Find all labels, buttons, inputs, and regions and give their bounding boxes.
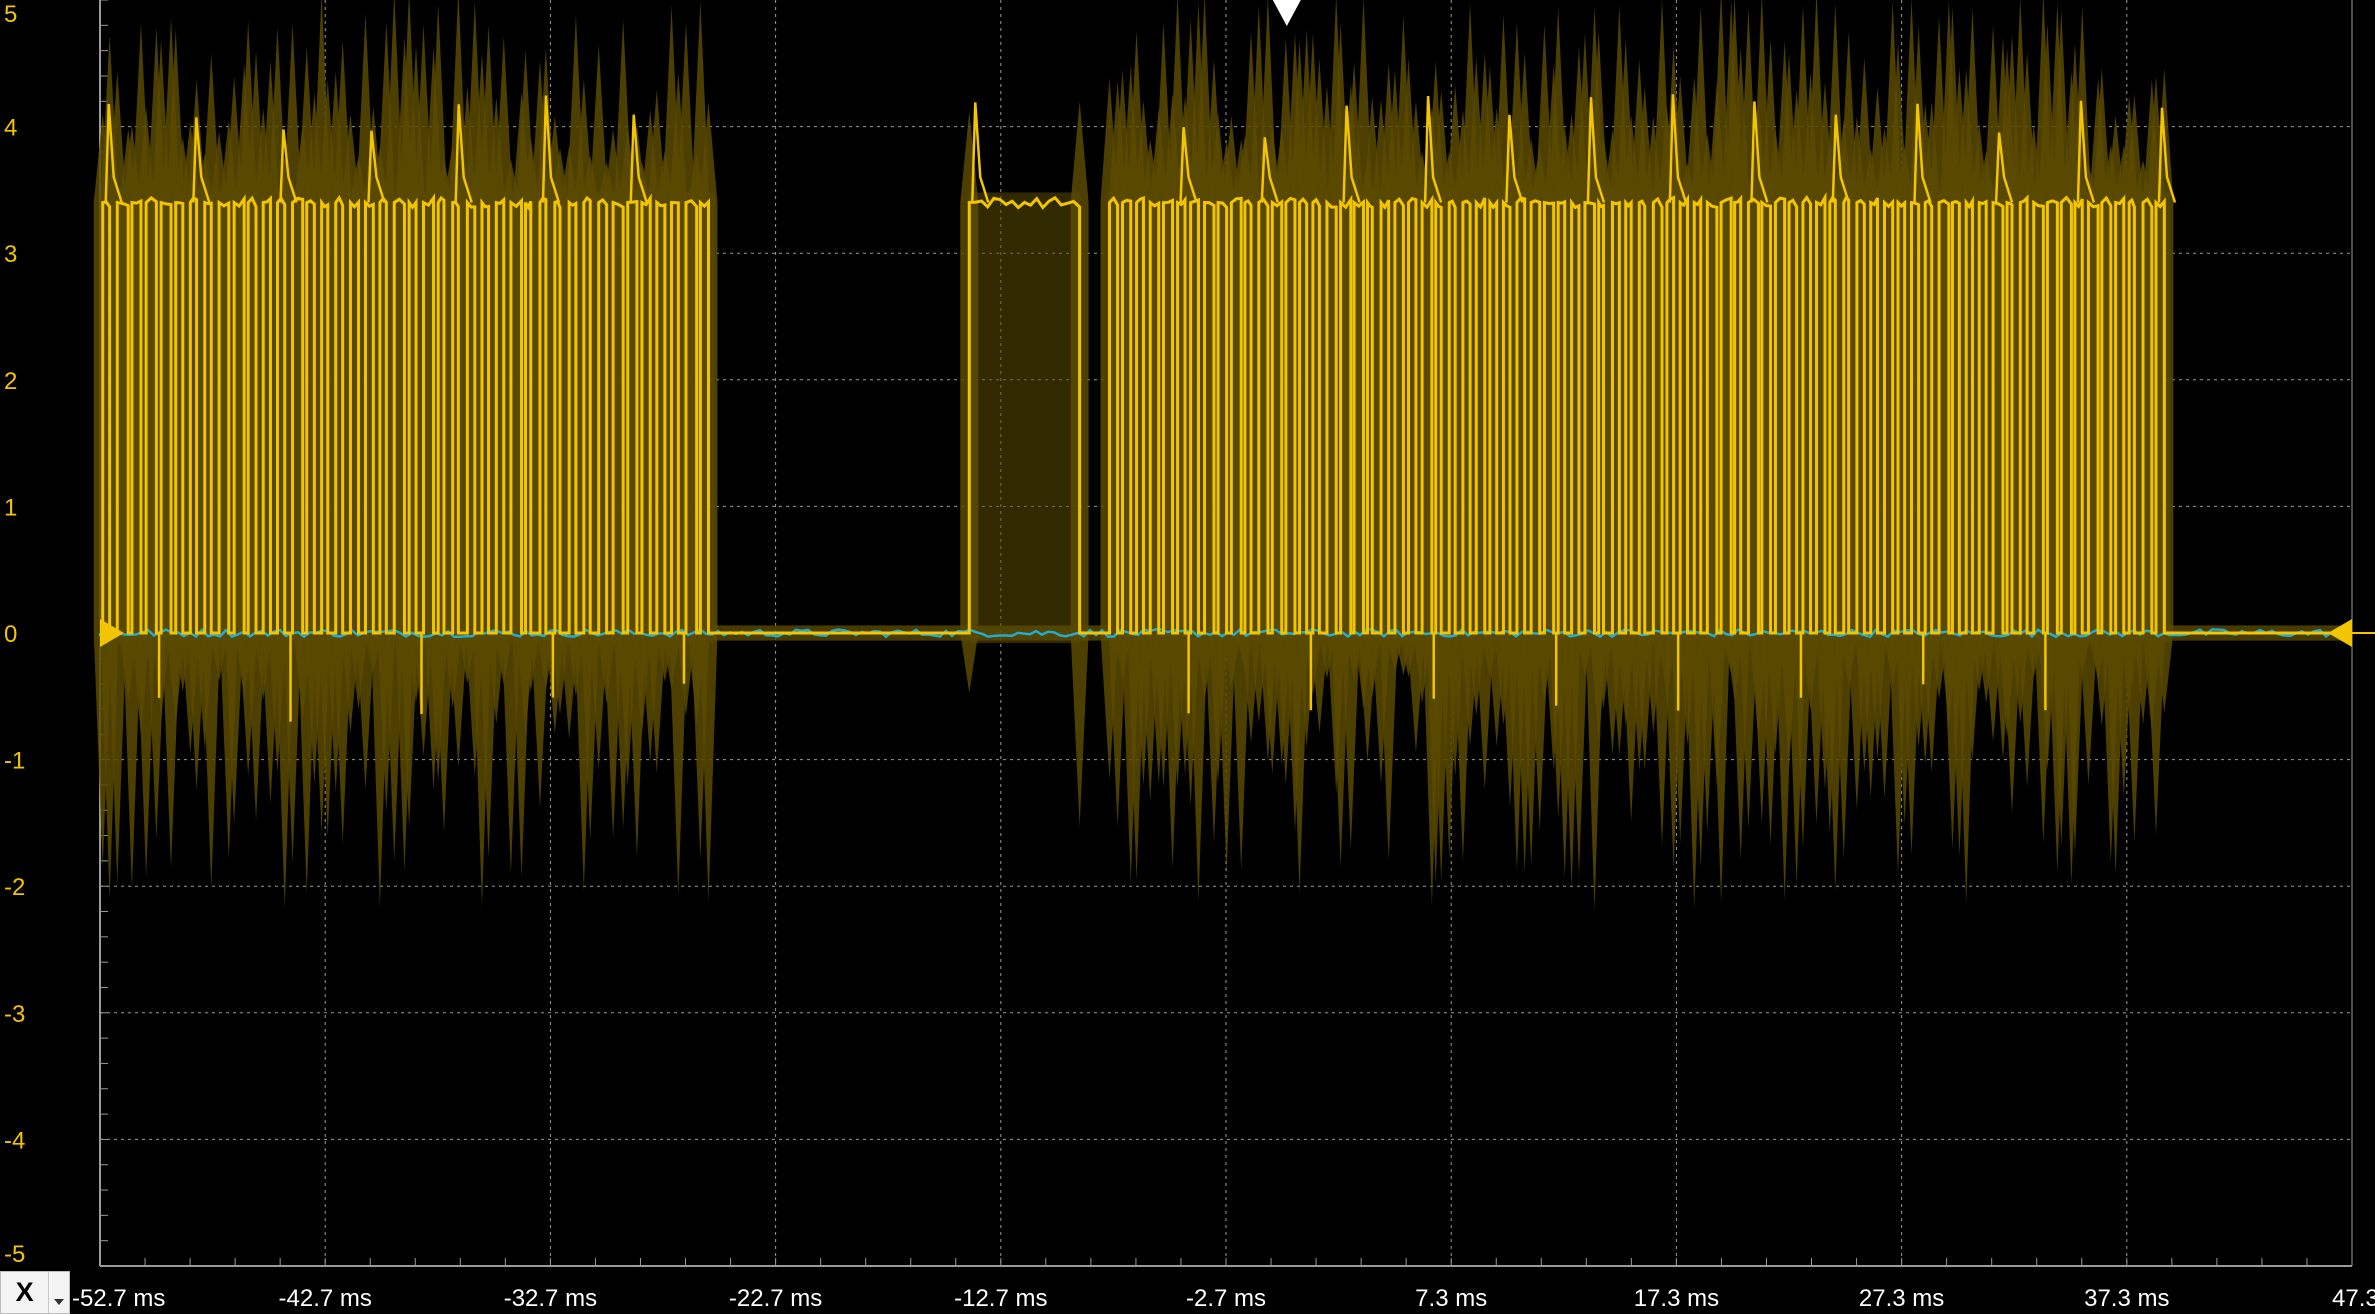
channel-1-overshoot: [1423, 95, 1443, 203]
y-tick-label: -2: [4, 874, 25, 901]
channel-1-overshoot: [104, 104, 123, 203]
y-tick-label: -1: [4, 748, 25, 775]
trigger-position-marker: [1272, 0, 1301, 26]
x-tick-label: 17.3 ms: [1634, 1285, 1719, 1312]
x-axis-button-label: X: [15, 1277, 34, 1307]
channel-1-overshoot: [1831, 114, 1851, 203]
y-tick-label: 1: [4, 494, 17, 521]
x-tick-label: 37.3 ms: [2084, 1285, 2169, 1312]
channel-1-overshoot: [1179, 127, 1198, 203]
channel-1-overshoot: [629, 114, 648, 203]
channel-1-overshoot: [1342, 105, 1361, 203]
x-tick-label: -52.7 ms: [72, 1285, 165, 1312]
channel-1-overshoot: [1750, 101, 1769, 203]
channel-1-overshoot: [1913, 103, 1932, 203]
y-tick-label: 0: [4, 621, 17, 648]
channel-1-overshoot: [971, 102, 990, 203]
channel-1-overshoot: [454, 104, 473, 203]
y-axis-tick-labels: 5 4 3 2 1 0 -1 -2 -3 -4 -5: [4, 1, 25, 1268]
y-tick-label: -4: [4, 1127, 25, 1154]
chevron-down-icon[interactable]: [48, 1272, 69, 1313]
x-tick-label: 7.3 ms: [1415, 1285, 1487, 1312]
envelope-band: [969, 192, 1080, 644]
x-tick-label: 27.3 ms: [1859, 1285, 1944, 1312]
channel-1-trace: [100, 94, 2352, 722]
channel-1-line: [100, 191, 2352, 635]
channel-1-overshoot: [1260, 137, 1279, 203]
x-axis-button[interactable]: X: [0, 1271, 70, 1314]
y-tick-label: -5: [4, 1241, 25, 1268]
y-tick-label: -3: [4, 1001, 25, 1028]
plot-markers: [100, 0, 2375, 647]
y-tick-label: 5: [4, 1, 17, 28]
channel-1-level-marker-left: [100, 619, 124, 647]
channel-1-overshoot: [367, 130, 386, 203]
x-tick-label: -2.7 ms: [1186, 1285, 1266, 1312]
x-tick-label: -42.7 ms: [279, 1285, 372, 1312]
x-tick-label: 47.3 ms: [2332, 1285, 2375, 1312]
channel-1-overshoot: [1505, 114, 1524, 203]
channel-1-overshoot: [541, 95, 561, 203]
channel-1-overshoot: [2157, 107, 2177, 203]
x-tick-label: -12.7 ms: [954, 1285, 1047, 1312]
x-axis-tick-labels: -52.7 ms -42.7 ms -32.7 ms -22.7 ms -12.7 ms…: [72, 1285, 2375, 1312]
y-tick-label: 2: [4, 368, 17, 395]
x-tick-label: -22.7 ms: [729, 1285, 822, 1312]
x-tick-label: -32.7 ms: [504, 1285, 597, 1312]
y-tick-label: 4: [4, 115, 17, 142]
channel-1-overshoot: [279, 129, 298, 203]
channel-1-overshoot: [1668, 94, 1688, 203]
channel-1-level-marker-right: [2328, 619, 2352, 647]
y-tick-label: 3: [4, 241, 17, 268]
channel-1-overshoot: [1586, 97, 1606, 203]
channel-1-overshoot: [192, 117, 211, 203]
channel-1-overshoot: [1994, 132, 2014, 203]
channel-1-overshoot: [2076, 100, 2096, 203]
